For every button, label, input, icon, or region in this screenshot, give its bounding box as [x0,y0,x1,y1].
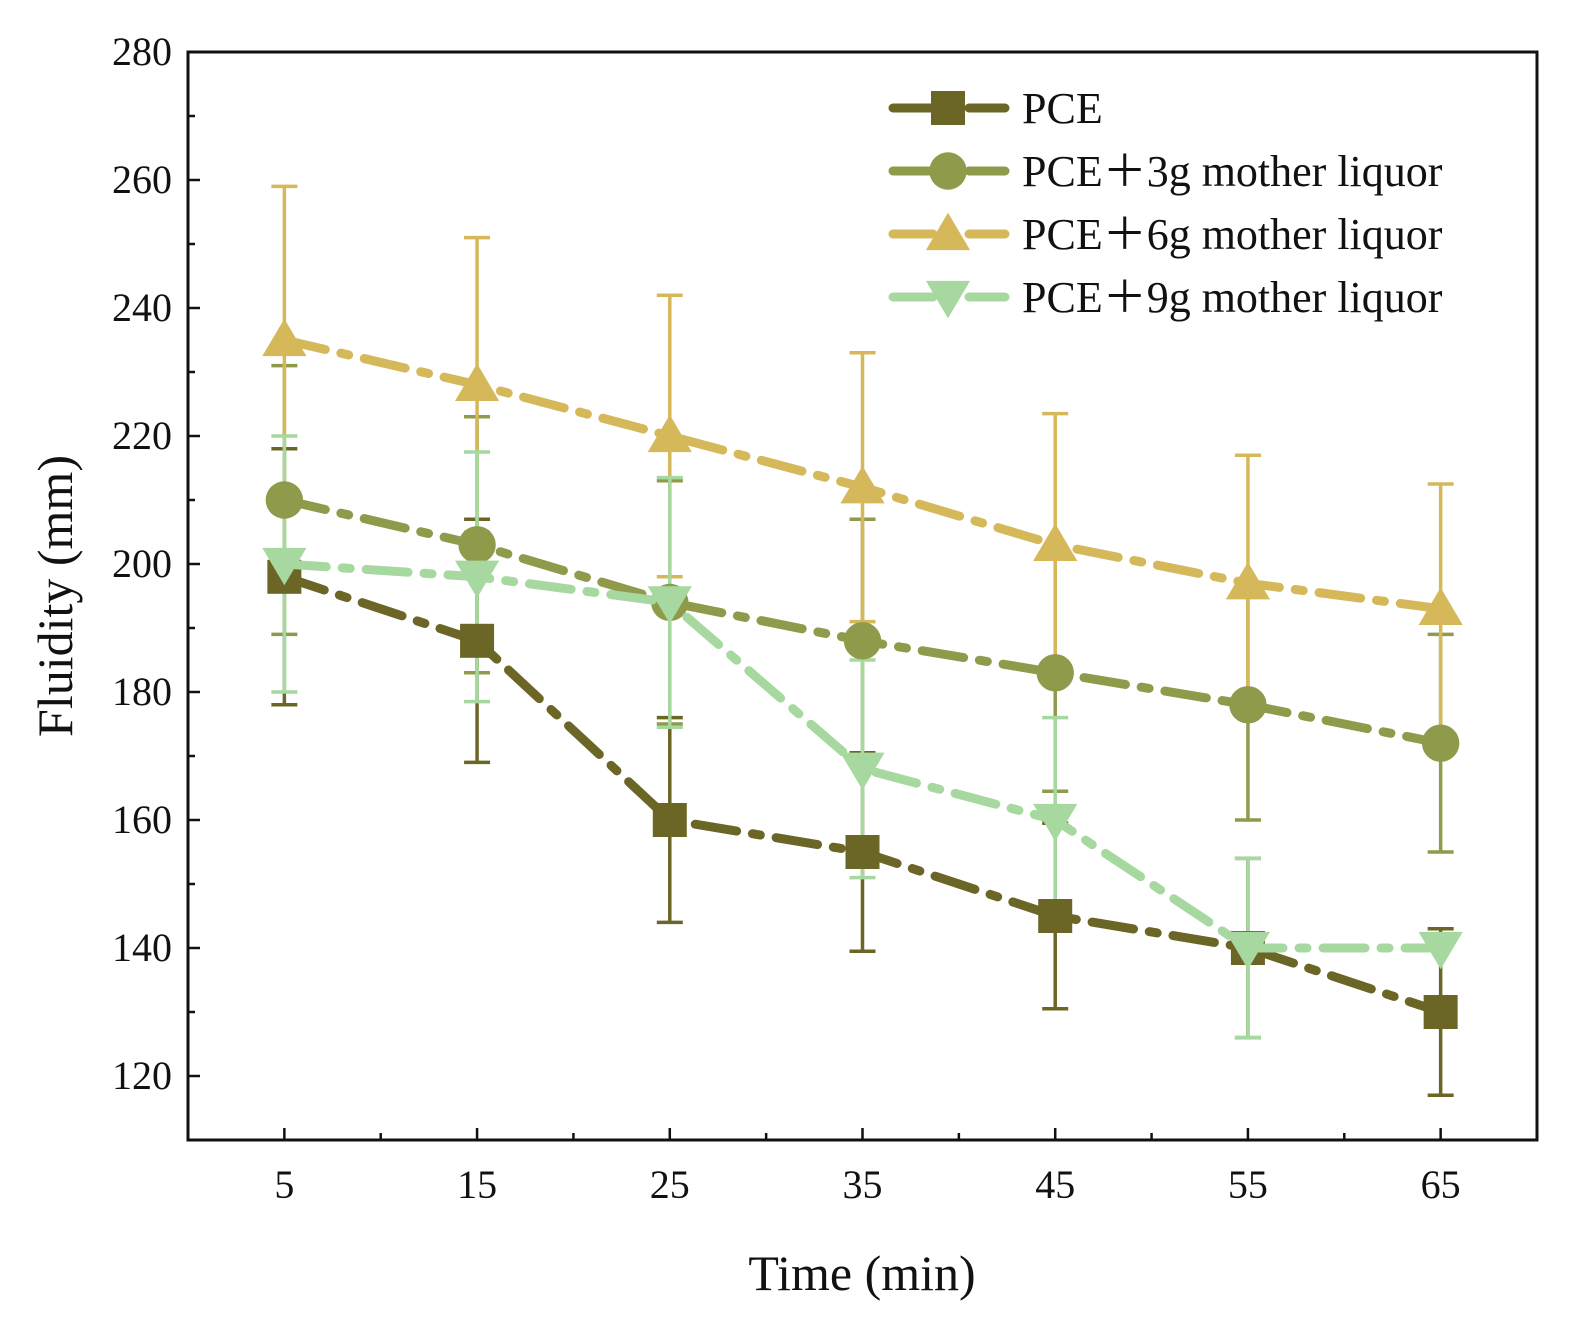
data-point [265,481,304,519]
legend-item: PCE [888,84,1103,133]
axes-layer: 120 140 160 180 200 220 240 260 280 5 15 25 35 45 55 65 [112,29,1539,1207]
legend: PCE PCE＋3g mother liquor PCE＋6g mother liq… [888,84,1443,322]
y-tick-label: 280 [112,29,172,74]
y-tick-label: 140 [112,925,172,970]
y-tick-label: 260 [112,157,172,202]
series-1-markers [265,481,1460,762]
data-point [1423,995,1458,1029]
data-point [1225,561,1271,600]
x-tick-label: 25 [650,1162,690,1207]
data-point [647,586,692,624]
data-point [1229,686,1267,724]
data-point [460,623,495,658]
data-point [1421,724,1460,762]
data-point [454,560,500,599]
y-tick-label: 120 [112,1053,172,1098]
legend-marker [925,280,971,319]
legend-marker [925,212,971,251]
data-point [652,803,687,837]
y-tick-label: 180 [112,669,172,714]
data-point [1225,931,1271,970]
legend-item: PCE＋9g mother liquor [888,273,1443,322]
y-tick-label: 160 [112,797,172,842]
legend-item: PCE＋6g mother liquor [888,210,1443,259]
series-3-markers [262,547,1463,970]
legend-label: PCE＋3g mother liquor [1022,147,1443,196]
data-point [1418,931,1463,970]
x-tick-label: 55 [1228,1162,1268,1207]
data-point [1033,523,1078,561]
data-point [458,526,496,564]
data-point [1036,654,1074,692]
data-point [262,318,307,357]
x-axis-title: Time (min) [748,1245,975,1301]
legend-label: PCE [1022,84,1103,133]
data-point [1033,803,1078,842]
data-point [1038,899,1073,933]
legend-item: PCE＋3g mother liquor [888,147,1443,196]
data-point [1418,587,1463,625]
x-tick-label: 65 [1421,1162,1461,1207]
y-tick-label: 200 [112,541,172,586]
data-point [840,752,885,791]
data-point [843,622,882,660]
data-point [840,465,885,504]
plot-layer [262,184,1463,1097]
x-tick-label: 5 [274,1162,294,1207]
y-tick-label: 220 [112,413,172,458]
x-tick-label: 15 [457,1162,497,1207]
legend-label: PCE＋9g mother liquor [1022,273,1443,322]
legend-label: PCE＋6g mother liquor [1022,210,1443,259]
x-tick-label: 35 [843,1162,883,1207]
x-tick-label: 45 [1035,1162,1075,1207]
data-point [845,835,880,869]
legend-marker [931,91,965,125]
y-tick-label: 240 [112,285,172,330]
y-axis-title: Fluidity (mm) [27,455,83,737]
data-point [454,363,500,401]
series-2-markers [262,318,1463,625]
series-3-error-bars [271,434,1261,1040]
data-point [647,414,692,453]
legend-marker [929,152,967,190]
data-point [262,547,307,586]
